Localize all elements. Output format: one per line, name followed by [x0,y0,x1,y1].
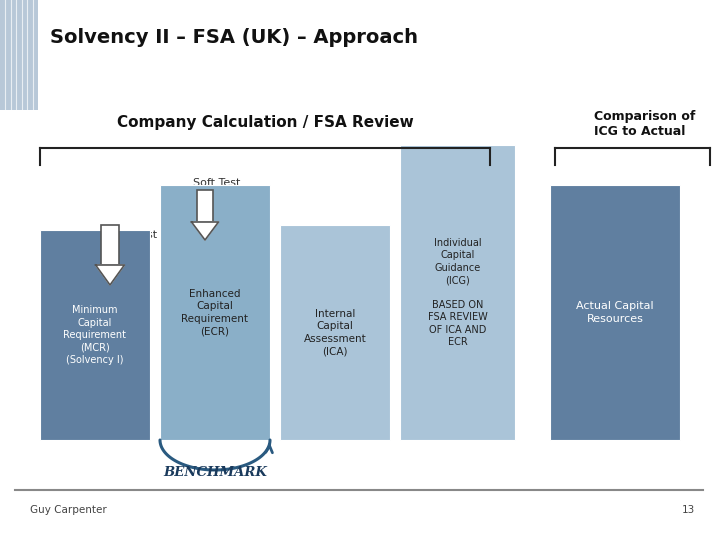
Bar [280,225,390,440]
Bar [160,185,270,440]
Text: Actual Capital
Resources: Actual Capital Resources [576,301,654,323]
Text: Hard Test: Hard Test [105,230,157,240]
Bar [550,185,680,440]
Text: Enhanced
Capital
Requirement
(ECR): Enhanced Capital Requirement (ECR) [181,289,248,336]
Text: Solvency II – FSA (UK) – Approach: Solvency II – FSA (UK) – Approach [50,28,418,47]
Text: BENCHMARK: BENCHMARK [163,465,267,478]
Bar [400,145,515,440]
Text: 13: 13 [682,505,695,515]
Text: Individual
Capital
Guidance
(ICG)

BASED ON
FSA REVIEW
OF ICA AND
ECR: Individual Capital Guidance (ICG) BASED … [428,238,487,347]
Text: Company Calculation / FSA Review: Company Calculation / FSA Review [117,115,413,130]
Text: Soft Test: Soft Test [193,178,240,188]
Bar [102,225,119,265]
Text: Comparison of
ICG to Actual: Comparison of ICG to Actual [594,110,696,138]
Polygon shape [96,265,125,285]
Text: Minimum
Capital
Requirement
(MCR)
(Solvency I): Minimum Capital Requirement (MCR) (Solve… [63,305,127,365]
Bar [0,0,38,110]
Text: Internal
Capital
Assessment
(ICA): Internal Capital Assessment (ICA) [304,309,366,356]
Text: Guy Carpenter: Guy Carpenter [30,505,107,515]
Bar [197,190,213,222]
Bar [40,230,150,440]
Polygon shape [192,222,218,240]
